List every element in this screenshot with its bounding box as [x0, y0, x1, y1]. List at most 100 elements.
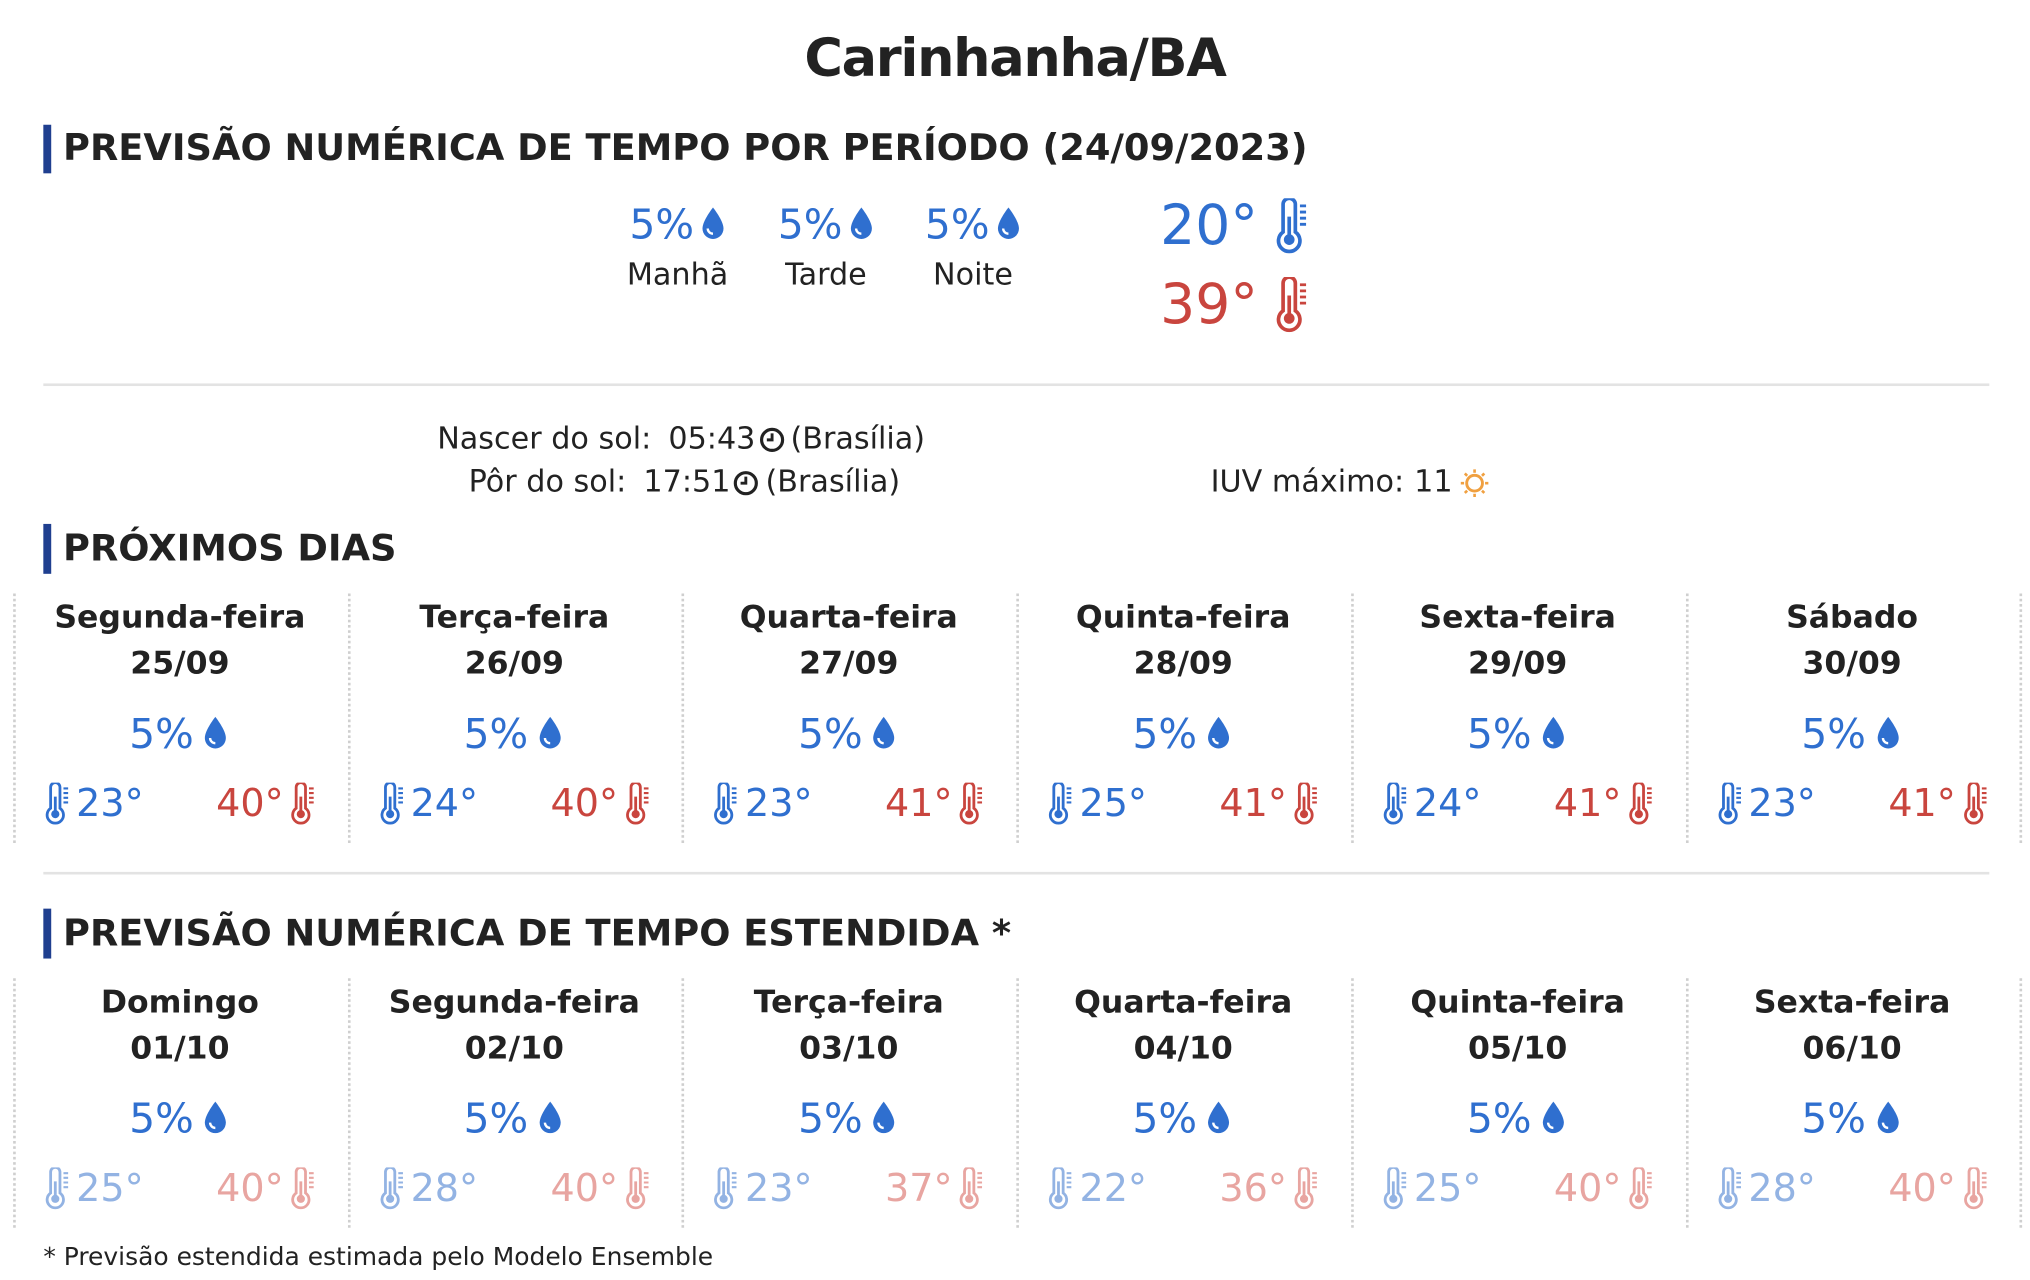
footnote: * Previsão estendida estimada pelo Model…	[43, 1242, 714, 1272]
min-temp: 25°	[76, 1165, 144, 1210]
rain-icon	[848, 206, 874, 240]
column-separator	[1350, 978, 1354, 1228]
max-temp: 36°	[1219, 1165, 1287, 1210]
day-date: 05/10	[1468, 1029, 1568, 1067]
sunrise-label: Nascer do sol:	[437, 422, 652, 457]
rain-chance: 5%	[1132, 1095, 1198, 1144]
rain-icon	[995, 206, 1021, 240]
thermometer-icon	[1961, 1167, 1987, 1210]
column-separator	[681, 978, 685, 1228]
min-temp: 22°	[1079, 1165, 1147, 1210]
rain-chance: 5%	[1466, 711, 1532, 759]
rain-icon	[537, 1100, 563, 1134]
thermometer-icon	[1292, 1167, 1318, 1210]
rain-chance: 5%	[1132, 711, 1198, 759]
max-temp: 40°	[550, 1165, 619, 1210]
thermometer-icon	[1381, 782, 1407, 825]
day-date: 26/09	[464, 644, 564, 682]
column-separator	[1350, 593, 1354, 843]
section-title: PREVISÃO NUMÉRICA DE TEMPO POR PERÍODO (…	[63, 126, 1308, 170]
period-label: Manhã	[626, 258, 729, 293]
min-temp: 25°	[1079, 780, 1147, 826]
max-temp: 41°	[1219, 780, 1287, 826]
min-temp: 23°	[76, 780, 144, 826]
day-name: Segunda-feira	[388, 983, 640, 1021]
page-title: Carinhanha/BA	[804, 28, 1226, 90]
column-separator	[1016, 978, 1020, 1228]
rain-icon	[1540, 1100, 1566, 1134]
thermometer-icon	[1381, 1167, 1407, 1210]
rain-icon	[871, 1100, 897, 1134]
rain-icon	[537, 716, 563, 750]
max-temp: 40°	[1888, 1165, 1956, 1210]
section-title: PREVISÃO NUMÉRICA DE TEMPO ESTENDIDA *	[63, 911, 1012, 955]
column-separator	[13, 978, 16, 1228]
day-date: 03/10	[799, 1029, 899, 1067]
thermometer-icon	[43, 1167, 69, 1210]
thermometer-icon	[712, 1167, 738, 1210]
max-temp: 41°	[1553, 780, 1622, 826]
thermometer-icon	[623, 782, 649, 825]
min-temp: 20°	[1160, 193, 1258, 258]
rain-icon	[202, 1100, 228, 1134]
day-name: Quinta-feira	[1410, 983, 1625, 1021]
day-date: 28/09	[1133, 644, 1233, 682]
section-marker	[43, 523, 52, 574]
column-separator	[347, 593, 351, 843]
rain-icon	[202, 716, 228, 750]
sunrise-time: 05:43	[668, 422, 756, 457]
thermometer-icon	[623, 1167, 649, 1210]
section-marker	[43, 124, 52, 174]
day-date: 25/09	[130, 644, 230, 682]
day-name: Quarta-feira	[739, 598, 958, 636]
sunset-time: 17:51	[643, 465, 731, 500]
section-marker	[43, 908, 52, 959]
thermometer-icon	[712, 782, 738, 825]
min-temp: 24°	[1413, 780, 1482, 826]
max-temp: 37°	[884, 1165, 953, 1210]
thermometer-icon	[1716, 782, 1742, 825]
thermometer-icon	[1274, 277, 1308, 333]
thermometer-icon	[958, 782, 984, 825]
day-date: 02/10	[464, 1029, 564, 1067]
thermometer-icon	[1047, 1167, 1073, 1210]
rain-chance: 5%	[798, 711, 863, 759]
max-temp: 41°	[884, 780, 953, 826]
max-temp: 39°	[1160, 271, 1258, 337]
timezone: (Brasília)	[790, 422, 926, 457]
column-separator	[13, 593, 16, 843]
day-date: 30/09	[1802, 644, 1902, 682]
day-name: Sexta-feira	[1419, 598, 1616, 636]
day-name: Sexta-feira	[1753, 983, 1951, 1021]
column-separator	[2019, 978, 2023, 1228]
divider	[43, 871, 1990, 875]
max-temp: 40°	[550, 780, 619, 826]
period-label: Tarde	[785, 258, 867, 293]
rain-chance: 5%	[924, 201, 990, 249]
day-name: Domingo	[100, 983, 259, 1021]
thermometer-icon	[958, 1167, 984, 1210]
max-temp: 40°	[1553, 1165, 1622, 1210]
min-temp: 28°	[410, 1165, 479, 1210]
timezone: (Brasília)	[765, 465, 901, 500]
day-date: 01/10	[130, 1029, 230, 1067]
column-separator	[2019, 593, 2023, 843]
uv-label: IUV máximo:	[1210, 465, 1405, 500]
min-temp: 23°	[1748, 780, 1816, 826]
day-date: 27/09	[799, 644, 899, 682]
rain-chance: 5%	[1801, 1095, 1866, 1144]
thermometer-icon	[1274, 198, 1308, 254]
rain-chance: 5%	[129, 1095, 194, 1144]
day-date: 04/10	[1133, 1029, 1233, 1067]
min-temp: 28°	[1748, 1165, 1816, 1210]
rain-icon	[1206, 716, 1232, 750]
sun-icon	[1459, 467, 1491, 499]
min-temp: 24°	[410, 780, 479, 826]
section-title: PRÓXIMOS DIAS	[63, 526, 397, 570]
thermometer-icon	[1047, 782, 1073, 825]
thermometer-icon	[1716, 1167, 1742, 1210]
rain-chance: 5%	[463, 711, 529, 759]
rain-chance: 5%	[1801, 711, 1866, 759]
column-separator	[681, 593, 685, 843]
rain-chance: 5%	[629, 201, 695, 249]
